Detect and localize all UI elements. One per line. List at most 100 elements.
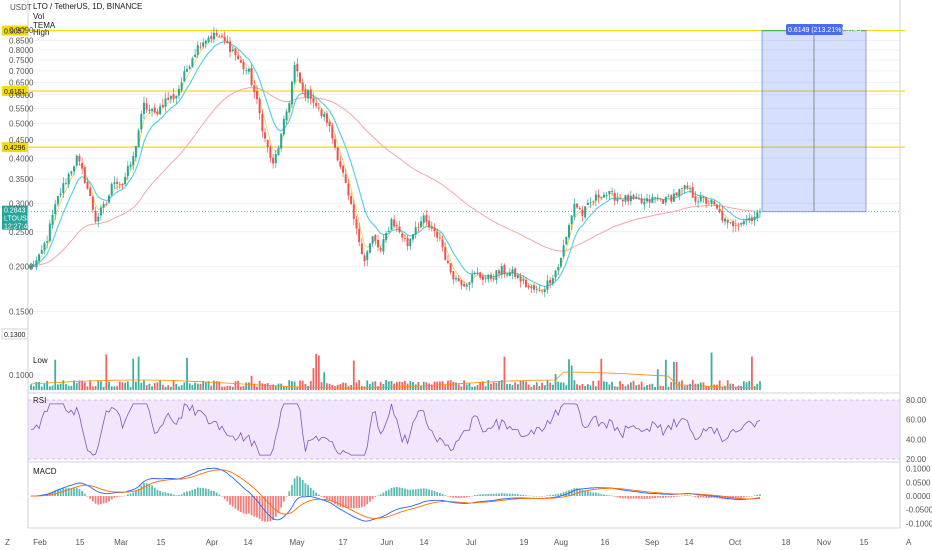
volume-bar <box>73 380 75 390</box>
macd-histogram-bar <box>204 488 207 496</box>
macd-histogram-bar <box>484 494 487 496</box>
candle-body <box>646 198 649 202</box>
legend-vol[interactable]: Vol <box>33 12 44 21</box>
macd-histogram-bar <box>105 496 108 503</box>
macd-histogram-bar <box>476 494 479 496</box>
volume-bar <box>530 386 533 390</box>
symbol-title[interactable]: LTO / TetherUS, 1D, BINANCE <box>33 2 142 11</box>
candle-body <box>105 203 108 205</box>
volume-bar <box>164 386 167 390</box>
candle-body <box>336 147 339 161</box>
macd-histogram-bar <box>148 484 151 496</box>
macd-histogram-bar <box>473 495 476 496</box>
candle-body <box>732 221 735 227</box>
volume-bar <box>129 386 132 390</box>
macd-histogram-bar <box>694 496 697 498</box>
legend-high[interactable]: High <box>33 28 49 37</box>
macd-histogram-bar <box>70 488 73 496</box>
legend-tema[interactable]: TEMA <box>33 21 56 30</box>
macd-histogram-bar <box>716 496 718 499</box>
price-projection[interactable]: 0.6149 (213.21%) 6149 <box>761 24 867 213</box>
macd-histogram-bar <box>237 496 240 511</box>
timezone-icon[interactable]: Z <box>5 538 10 547</box>
volume-bar <box>721 386 724 390</box>
volume-bar <box>57 384 59 390</box>
candle-body <box>667 196 670 198</box>
candle-body <box>460 280 463 286</box>
macd-histogram-bar <box>683 495 686 496</box>
candle-body <box>62 183 65 194</box>
macd-histogram-bar <box>161 492 164 496</box>
macd-histogram-bar <box>350 496 353 509</box>
candle-body <box>151 108 154 111</box>
candle-body <box>229 41 232 52</box>
volume-bar <box>204 382 207 390</box>
candle-body <box>672 193 675 202</box>
macd-histogram-bar <box>264 496 266 522</box>
macd-histogram-bar <box>215 492 218 496</box>
macd-histogram-bar <box>199 487 202 496</box>
macd-histogram-bar <box>742 496 745 498</box>
macd-histogram-bar <box>285 496 288 497</box>
volume-bar <box>48 386 51 390</box>
rsi-tick-label: 40.00 <box>906 435 927 444</box>
macd-histogram-bar <box>533 495 535 497</box>
candle-body <box>484 278 487 280</box>
candle-body <box>363 255 366 262</box>
volume-bar <box>110 386 113 390</box>
volume-bar <box>433 381 436 390</box>
candle-body <box>441 239 444 248</box>
volume-bar <box>670 382 673 390</box>
macd-histogram-bar <box>67 488 70 496</box>
volume-bar <box>554 374 557 390</box>
macd-histogram-bar <box>352 496 355 509</box>
macd-title[interactable]: MACD <box>33 467 57 476</box>
volume-bar <box>121 382 124 390</box>
volume-bar <box>654 386 656 390</box>
key-level-label: 0.6151 <box>4 89 26 96</box>
candle-body <box>175 96 178 99</box>
current-price-tag[interactable] <box>2 205 28 230</box>
key-level-label: 0.4296 <box>4 145 26 152</box>
macd-histogram-bar <box>705 496 708 498</box>
time-axis[interactable]: Feb 15 Mar 15 Apr 14 May 17 Jun 14 Jul 19 Aug 16 Sep 14… <box>33 538 869 547</box>
candle-body <box>417 226 420 228</box>
auto-scale-icon[interactable]: A <box>906 538 912 547</box>
macd-histogram-bar <box>662 496 665 499</box>
slow-ma-line <box>31 87 761 266</box>
candle-body <box>549 279 552 284</box>
volume-bar <box>490 383 492 390</box>
candle-body <box>30 265 32 269</box>
candle-body <box>519 276 522 282</box>
volume-bar <box>619 381 622 390</box>
candle-body <box>347 183 350 196</box>
rsi-title[interactable]: RSI <box>33 396 46 405</box>
candle-body <box>710 199 713 204</box>
macd-histogram-bar <box>253 496 256 517</box>
macd-histogram-bar <box>135 491 137 496</box>
macd-histogram-bar <box>266 496 269 522</box>
macd-histogram-bar <box>412 489 414 496</box>
legend-low[interactable]: Low <box>33 356 48 365</box>
candle-body <box>320 109 323 117</box>
candle-body <box>718 209 721 213</box>
candle-body <box>199 46 202 48</box>
candle-body <box>430 226 433 229</box>
macd-histogram-bar <box>753 495 756 496</box>
rsi-axis[interactable]: 80.00 60.00 40.00 20.00 <box>906 396 927 464</box>
macd-axis[interactable]: 0.1000 0.0500 0.0000 -0.0500 -0.1000 <box>906 465 932 529</box>
macd-histogram-bar <box>291 484 293 496</box>
macd-histogram-bar <box>167 493 170 496</box>
macd-histogram-bar <box>584 490 587 496</box>
macd-histogram-bar <box>371 496 374 499</box>
candle-body <box>422 215 425 223</box>
volume-bar <box>624 386 627 390</box>
volume-bar <box>420 386 422 390</box>
candle-body <box>269 146 272 158</box>
macd-histogram-bar <box>573 488 576 496</box>
macd-histogram-bar <box>436 492 439 496</box>
volume-bar <box>751 356 753 390</box>
volume-bar <box>46 380 49 390</box>
candle-body <box>624 195 627 202</box>
